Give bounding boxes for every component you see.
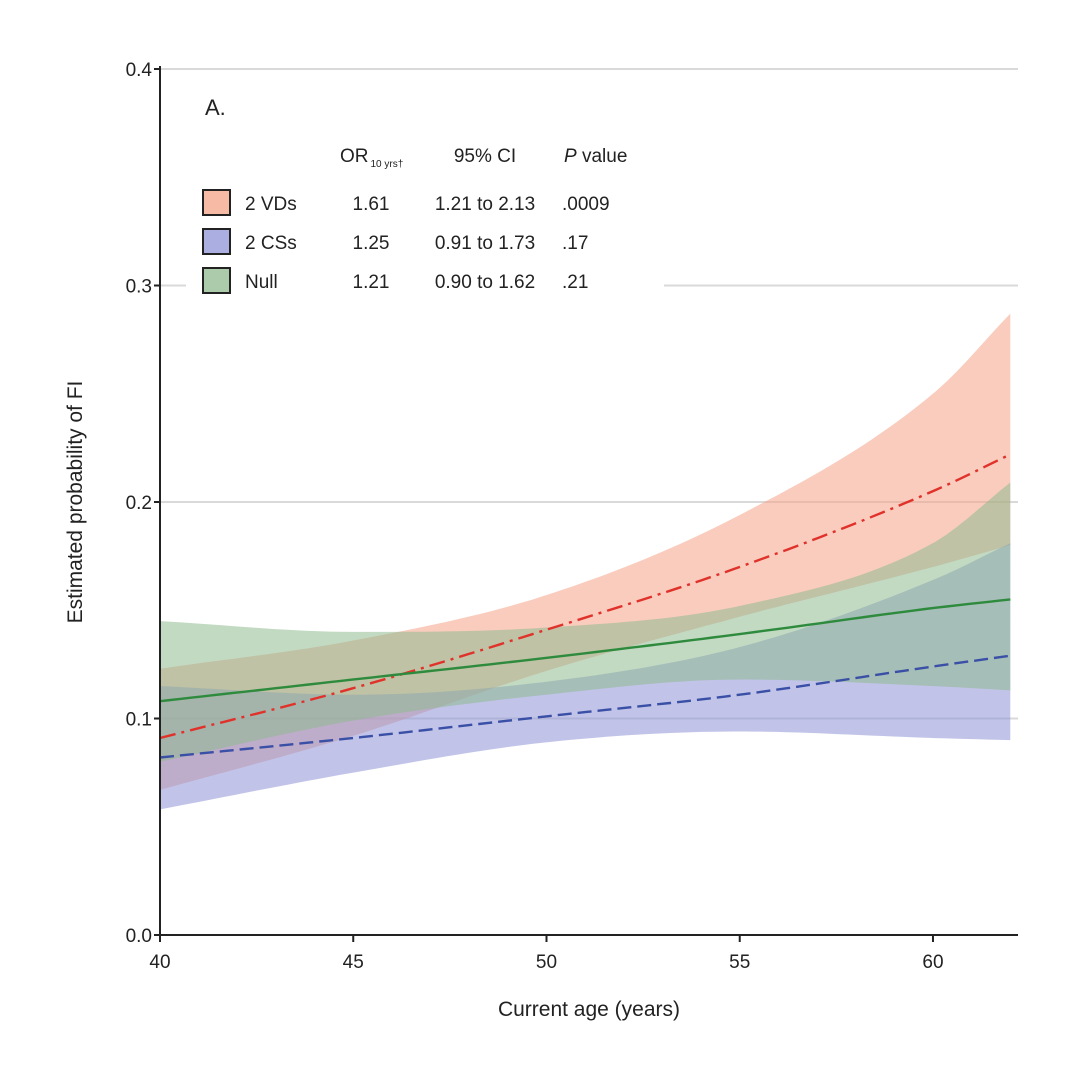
legend-ci-1: 0.91 to 1.73 [435,233,535,254]
x-tick-label-2: 50 [536,952,557,973]
header-p-rest: value [577,146,628,167]
legend-label-1: 2 CSs [245,233,297,254]
legend-swatch-1 [202,228,231,255]
legend-or-2: 1.21 [353,272,390,293]
y-tick-label-3: 0.3 [126,277,152,298]
legend-table: OR 10 yrs† 95% CI P value 2 VDs 1.61 1.21 t… [202,146,627,294]
legend-ci-2: 0.90 to 1.62 [435,272,535,293]
legend-p-2: .21 [562,272,588,293]
x-axis-title: Current age (years) [498,998,680,1021]
x-tick-label-0: 40 [149,952,170,973]
legend-swatch-0 [202,189,231,216]
header-or-main: OR [340,146,369,167]
axes [154,66,1018,942]
confidence-bands [160,313,1011,810]
series-lines [159,453,1011,759]
y-tick-label-4: 0.4 [126,60,153,81]
x-tick-label-3: 55 [729,952,750,973]
series-line-1 [159,654,1011,759]
header-ci: 95% CI [454,146,516,167]
y-tick-label-1: 0.1 [126,710,152,731]
header-or: OR 10 yrs† [340,146,403,170]
legend-rows: 2 VDs 1.61 1.21 to 2.13 .0009 2 CSs 1.25 0.91 … [202,189,610,294]
legend-p-0: .0009 [562,194,610,215]
y-tick-label-2: 0.2 [126,493,152,514]
x-tick-label-4: 60 [922,952,943,973]
y-axis-title: Estimated probability of FI [64,381,87,624]
legend-label-2: Null [245,272,278,293]
legend-or-0: 1.61 [353,194,390,215]
header-or-subscript: 10 yrs† [371,159,404,170]
x-tick-label-1: 45 [343,952,364,973]
header-p-italic: P [564,146,577,167]
legend-ci-0: 1.21 to 2.13 [435,194,535,215]
legend-background [186,176,664,300]
tick-labels: 0.0 0.1 0.2 0.3 0.4 40 45 50 55 60 [126,60,944,973]
legend-label-0: 2 VDs [245,194,297,215]
panel-label: A. [205,95,226,120]
band-2 [160,482,1011,762]
series-line-2 [159,598,1011,703]
series-line-0 [159,453,1011,740]
legend-or-1: 1.25 [353,233,390,254]
y-tick-label-0: 0.0 [126,926,152,947]
header-p: P value [564,146,627,167]
band-1 [160,543,1011,810]
legend-p-1: .17 [562,233,588,254]
legend-swatch-2 [202,267,231,294]
